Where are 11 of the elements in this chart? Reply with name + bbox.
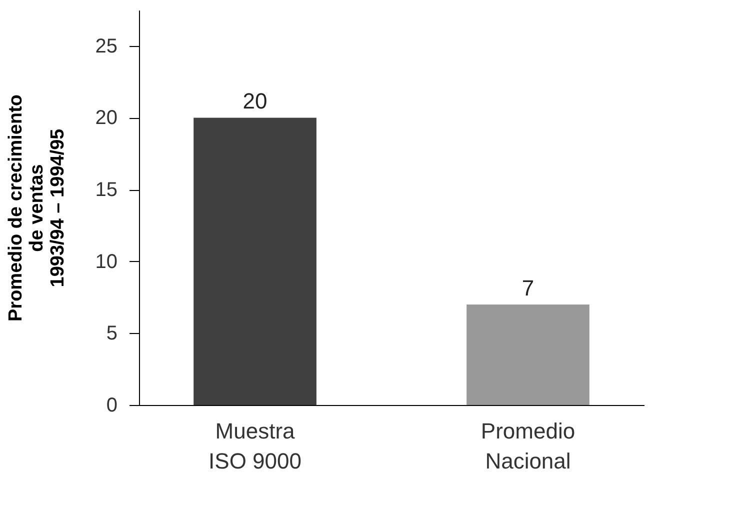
y-tick-label: 15 [95, 179, 118, 202]
y-tick-label: 20 [95, 107, 118, 130]
y-tick-label: 5 [106, 322, 118, 345]
x-tick-label: Muestra ISO 9000 [208, 418, 302, 474]
data-label: 20 [242, 88, 268, 114]
data-label: 7 [522, 275, 534, 300]
y-tick-label: 0 [106, 394, 118, 416]
x-tick-label: Promedio Nacional [480, 418, 576, 474]
y-tick-label: 25 [95, 35, 118, 58]
y-tick-label: 10 [95, 250, 118, 273]
y-axis-title: Promedio de crecimiento de ventas 1993/94 – 1994/95 [5, 94, 68, 322]
